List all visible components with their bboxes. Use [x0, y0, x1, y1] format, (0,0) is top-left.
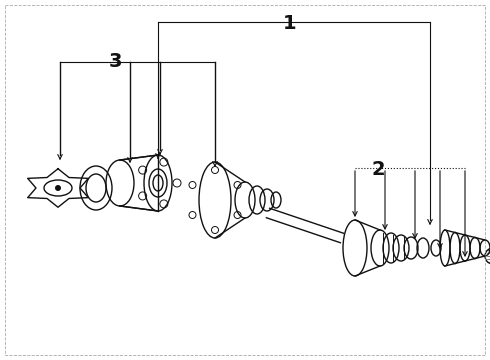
Text: 1: 1: [283, 14, 297, 33]
Text: 2: 2: [371, 160, 385, 179]
Text: 3: 3: [108, 52, 122, 71]
Circle shape: [55, 185, 61, 191]
